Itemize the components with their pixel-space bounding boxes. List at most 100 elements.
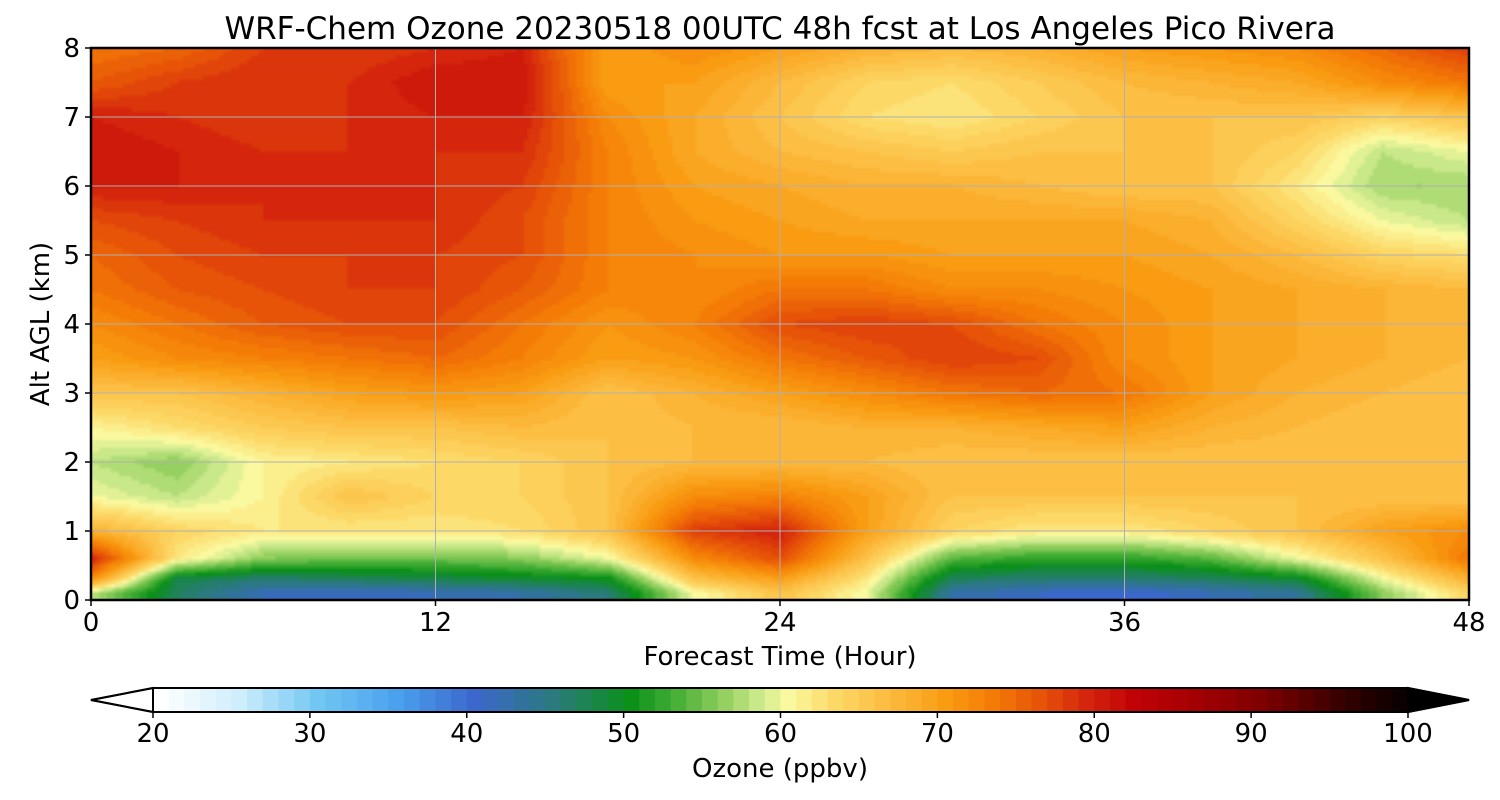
colorbar-segment [1125,688,1142,712]
colorbar-segment [513,688,531,712]
x-tick-label: 48 [1452,608,1485,638]
colorbar-segment [1078,688,1095,712]
colorbar-segment [419,688,436,712]
colorbar-segments [153,688,1409,712]
colorbar-segment [796,688,813,712]
colorbar-tick-label: 70 [921,719,954,749]
colorbar-segment [623,688,640,712]
colorbar-segment [498,688,515,712]
colorbar-ticks: 20 30 40 50 60 70 80 90 100 [136,712,1433,749]
colorbar-segment [215,688,233,712]
colorbar-tick-label: 100 [1383,719,1433,749]
colorbar-tick-label: 80 [1078,719,1111,749]
x-axis-ticks: 0 12 24 36 48 [83,600,1486,638]
y-tick-label: 1 [63,517,80,547]
colorbar-segment [1235,688,1252,712]
colorbar-tick-label: 90 [1235,719,1268,749]
y-tick-label: 5 [63,241,80,271]
colorbar-segment [953,688,970,712]
y-tick-label: 8 [63,34,80,64]
y-axis-label: Alt AGL (km) [26,242,56,406]
colorbar-segment [686,688,703,712]
colorbar-segment [702,688,719,712]
colorbar-segment [451,688,468,712]
colorbar-segment [733,688,750,712]
x-tick-label: 12 [419,608,452,638]
colorbar: 20 30 40 50 60 70 80 90 100 Ozone (ppbv) [90,686,1470,784]
colorbar-segment [749,688,766,712]
colorbar-segment [231,688,248,712]
colorbar-segment [607,688,625,712]
y-tick-label: 3 [63,379,80,409]
colorbar-segment [1360,688,1378,712]
colorbar-segment [325,688,342,712]
grid-lines [91,48,1469,600]
colorbar-segment [1188,688,1205,712]
y-tick-label: 2 [63,448,80,478]
colorbar-segment [1157,688,1174,712]
colorbar-segment [294,688,311,712]
colorbar-segment [1141,688,1158,712]
colorbar-segment [466,688,484,712]
colorbar-segment [1172,688,1189,712]
x-axis-label: Forecast Time (Hour) [643,642,916,672]
colorbar-extend-low [90,686,154,714]
colorbar-segment [1266,688,1284,712]
colorbar-segment [153,688,170,712]
colorbar-segment [1109,688,1127,712]
y-tick-label: 6 [63,172,80,202]
colorbar-extend-high [1407,686,1470,714]
colorbar-segment [1204,688,1221,712]
colorbar-segment [1031,688,1048,712]
colorbar-segment [1345,688,1362,712]
colorbar-segment [168,688,185,712]
colorbar-segment [811,688,829,712]
colorbar-segment [278,688,295,712]
x-tick-label: 24 [763,608,796,638]
colorbar-segment [984,688,1001,712]
colorbar-segment [341,688,358,712]
colorbar-segment [906,688,923,712]
colorbar-segment [890,688,907,712]
colorbar-segment [780,688,797,712]
colorbar-segment [529,688,546,712]
colorbar-segment [372,688,389,712]
y-tick-label: 7 [63,103,80,133]
colorbar-segment [858,688,876,712]
colorbar-segment [1282,688,1299,712]
colorbar-segment [1392,688,1409,712]
colorbar-tick-label: 30 [293,719,326,749]
colorbar-segment [247,688,264,712]
colorbar-segment [1251,688,1268,712]
colorbar-segment [262,688,280,712]
colorbar-segment [937,688,954,712]
colorbar-segment [592,688,609,712]
y-axis-ticks: 0 1 2 3 4 5 6 7 8 [63,34,91,616]
x-tick-label: 0 [83,608,100,638]
colorbar-segment [1376,688,1393,712]
colorbar-label: Ozone (ppbv) [692,754,868,784]
colorbar-segment [1047,688,1064,712]
colorbar-segment [560,688,578,712]
colorbar-segment [968,688,986,712]
colorbar-segment [874,688,891,712]
colorbar-segment [843,688,860,712]
colorbar-segment [921,688,938,712]
colorbar-segment [309,688,327,712]
colorbar-tick-label: 20 [136,719,169,749]
y-tick-label: 0 [63,586,80,616]
colorbar-segment [655,688,672,712]
y-tick-label: 4 [63,310,80,340]
colorbar-segment [482,688,499,712]
colorbar-segment [1329,688,1346,712]
colorbar-segment [1062,688,1080,712]
colorbar-segment [1313,688,1331,712]
chart-title: WRF-Chem Ozone 20230518 00UTC 48h fcst a… [224,11,1335,47]
colorbar-tick-label: 60 [764,719,797,749]
colorbar-segment [639,688,656,712]
colorbar-segment [1094,688,1111,712]
colorbar-segment [200,688,217,712]
colorbar-segment [1000,688,1017,712]
colorbar-tick-label: 40 [450,719,483,749]
